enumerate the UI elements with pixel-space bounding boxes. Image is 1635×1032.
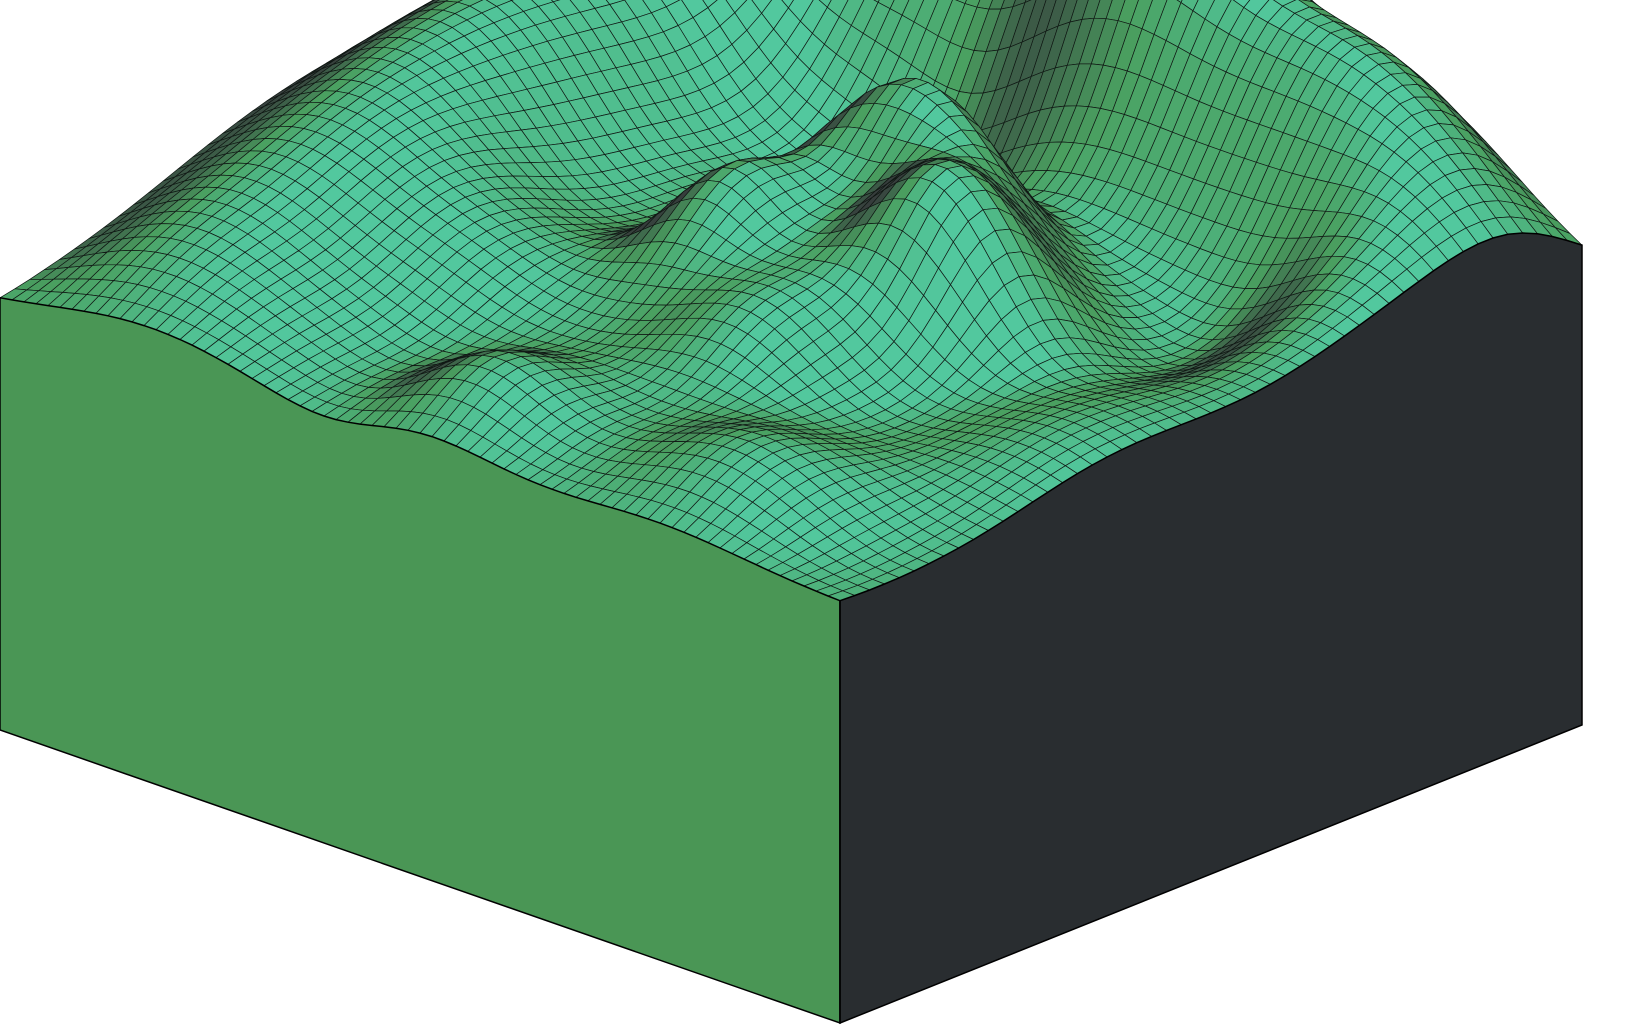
terrain-surface-mesh	[0, 0, 1583, 602]
side-cross-section-face	[839, 232, 1583, 1025]
front-cross-section-face	[0, 297, 841, 1025]
terrain-mesh-cell	[1024, 0, 1032, 3]
